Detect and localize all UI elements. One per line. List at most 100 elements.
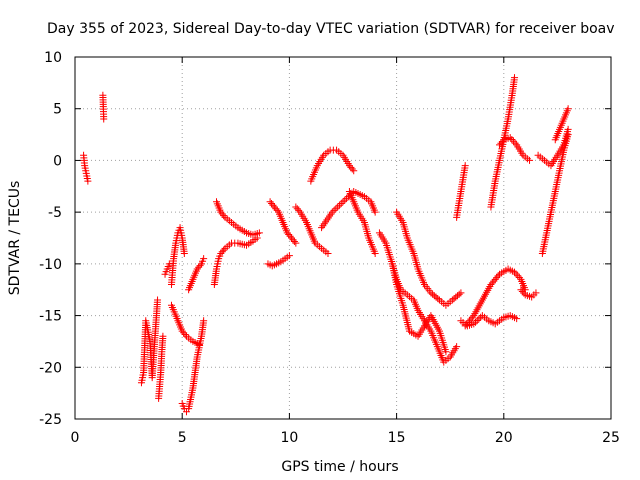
data-point [487,281,495,289]
data-point [288,234,296,242]
data-point [286,232,294,240]
data-point [490,277,498,285]
data-point [470,320,478,328]
data-point [345,162,353,170]
axis-ticks [74,56,612,420]
data-point [468,313,476,321]
series-pass-z [517,286,540,301]
data-point [292,203,300,211]
data-point [273,206,281,214]
series-pass-l [264,252,293,270]
series-pass-q [345,187,379,258]
data-point [266,198,274,206]
series-pass-k [213,198,263,239]
data-point [506,134,514,142]
data-point [324,250,332,258]
x-tick-label: 15 [388,430,406,446]
data-point [343,194,351,202]
data-point [448,296,456,304]
y-tick-label: -10 [39,257,62,273]
y-tick-label: -15 [39,309,62,325]
data-point [455,290,463,298]
series-pass-h [178,317,208,416]
series-pass-a [80,151,92,185]
data-point [341,196,349,204]
data-point [218,248,226,256]
data-point [290,237,298,245]
y-tick-label: -20 [39,360,62,376]
data-point [513,315,521,323]
series-pass-ab [538,131,572,258]
data-point [512,270,520,278]
data-point [218,210,226,218]
data-point [430,292,438,300]
data-point [268,200,276,208]
data-point [200,317,208,325]
data-point [498,137,506,145]
series-pass-s [388,260,450,356]
x-tick-label: 5 [178,430,187,446]
data-point [520,289,528,297]
data-point [292,239,300,247]
data-point [348,165,356,173]
data-point [154,296,162,304]
data-point [511,268,519,276]
data-point [452,293,460,301]
data-point [220,212,228,220]
data-point [467,315,475,323]
data-point [334,203,342,211]
data-point [532,289,540,297]
data-point [427,289,435,297]
series-pass-f [167,224,188,289]
series-pass-t [393,208,465,309]
data-point [432,293,440,301]
data-point [464,318,472,326]
y-tick-label: 0 [53,153,62,169]
data-point [564,131,572,139]
data-point [463,320,471,328]
data-point [332,205,340,213]
data-point [511,74,519,82]
data-point [517,286,525,294]
data-point [200,255,208,263]
data-point [471,318,479,326]
data-point [272,205,280,213]
data-points [80,74,572,416]
data-point [220,246,228,254]
data-point [564,105,572,113]
series-pass-i [185,255,208,294]
data-point [515,274,523,282]
data-point [285,252,293,260]
data-point [196,262,204,270]
series-pass-p [318,187,379,232]
data-point [178,327,186,335]
chart-title: Day 355 of 2023, Sidereal Day-to-day VTE… [47,21,615,37]
series-pass-r [375,229,461,366]
series-pass-y [496,134,534,164]
data-point [434,295,442,303]
series-pass-v [457,312,521,330]
data-point [371,208,379,216]
y-tick-label: 5 [53,102,62,118]
y-tick-label: -25 [39,412,62,428]
data-point [269,201,277,209]
data-point [526,156,534,164]
data-point [270,203,278,211]
data-point [217,208,225,216]
y-axis-title: SDTVAR / TECUs [7,181,23,296]
data-point [509,137,517,145]
data-point [429,290,437,298]
data-point [289,236,297,244]
data-point [283,229,291,237]
y-tick-label: 10 [44,50,62,66]
y-tick-label: -5 [48,205,62,221]
series-pass-o [307,146,358,185]
x-tick-label: 10 [280,430,298,446]
data-point [180,250,188,258]
data-point [497,139,505,147]
x-tick-label: 20 [495,430,513,446]
x-tick-label: 25 [602,430,620,446]
series-pass-ac [551,105,572,144]
series-pass-u [453,162,469,221]
